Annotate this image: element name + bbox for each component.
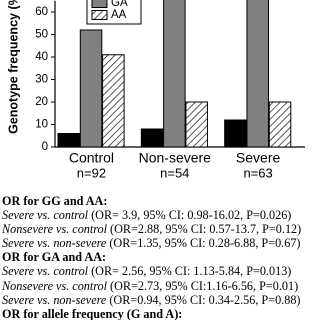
legend-swatch (91, 10, 108, 20)
bar (79, 29, 103, 148)
comparison: Severe vs. non-severe (2, 292, 107, 307)
comparison: Nonsevere vs. control (2, 278, 108, 293)
legend-swatch (91, 0, 108, 8)
notes: OR for GG and AA: Severe vs. control (OR= … (2, 194, 320, 320)
bar (57, 133, 80, 148)
x-tick-sublabel: n=54 (160, 165, 189, 180)
bar (246, 0, 269, 148)
bar (268, 101, 292, 148)
x-tick-sublabel: n=92 (77, 165, 106, 180)
stat-line: Severe vs. control (OR= 3.9, 95% CI: 0.98… (2, 208, 320, 222)
bar (102, 54, 125, 148)
stat-line: Severe vs. non-severe (OR=1.35, 95% CI: 0… (2, 236, 320, 250)
x-tick-label: Control (69, 150, 114, 166)
bar (163, 0, 186, 148)
stats: (OR=0.94, 95% CI: 0.34-2.56, P=0.88) (109, 292, 301, 307)
y-tick-label: 20 (35, 96, 48, 108)
stat-line: Severe vs. control (OR= 2.56, 95% CI: 1.1… (2, 264, 320, 278)
stats: (OR= 3.9, 95% CI: 0.98-16.02, P=0.026) (91, 208, 292, 223)
comparison: Severe vs. control (2, 264, 89, 279)
bar (185, 101, 208, 148)
stats: (OR=2.73, 95% CI:1.16-6.56, P=0.01) (110, 278, 299, 293)
stats: (OR=2.88, 95% CI: 0.57-13.7, P=0.12) (110, 222, 302, 237)
x-tick-label: Severe (236, 150, 281, 166)
stats: (OR=1.35, 95% CI: 0.28-6.88, P=0.67) (109, 236, 301, 251)
stat-line: Nonsevere vs. control (OR=2.88, 95% CI: 0… (2, 222, 320, 236)
chart: Genotype frequency (%) 0 10 20 30 40 50 60 Cont… (6, 0, 305, 180)
section-heading: OR for GA and AA: (2, 250, 107, 265)
bar (140, 128, 164, 148)
stat-line: Severe vs. non-severe (OR=0.94, 95% CI: 0… (2, 293, 320, 307)
bar (224, 119, 247, 148)
x-tick-label: Non-severe (139, 150, 212, 166)
y-tick-label: 40 (35, 51, 48, 63)
y-tick-label: 10 (35, 119, 48, 131)
section-heading: OR for allele frequency (G and A): (2, 306, 183, 320)
comparison: Severe vs. control (2, 208, 89, 223)
comparison: Nonsevere vs. control (2, 222, 108, 237)
y-tick-label: 30 (35, 74, 48, 86)
comparison: Severe vs. non-severe (2, 236, 107, 251)
y-tick-label: 50 (35, 29, 48, 41)
legend-label: AA (111, 9, 127, 21)
section-heading: OR for GG and AA: (2, 194, 108, 208)
legend-label: GA (111, 0, 128, 9)
stat-line: Nonsevere vs. control (OR=2.73, 95% CI:1.… (2, 279, 320, 293)
y-axis-label: Genotype frequency (%) (6, 0, 20, 134)
stats: (OR= 2.56, 95% CI: 1.13-5.84, P=0.013) (91, 264, 292, 279)
y-tick-label: 60 (35, 6, 48, 18)
y-tick-label: 0 (42, 141, 48, 153)
x-tick-sublabel: n=63 (243, 165, 272, 180)
